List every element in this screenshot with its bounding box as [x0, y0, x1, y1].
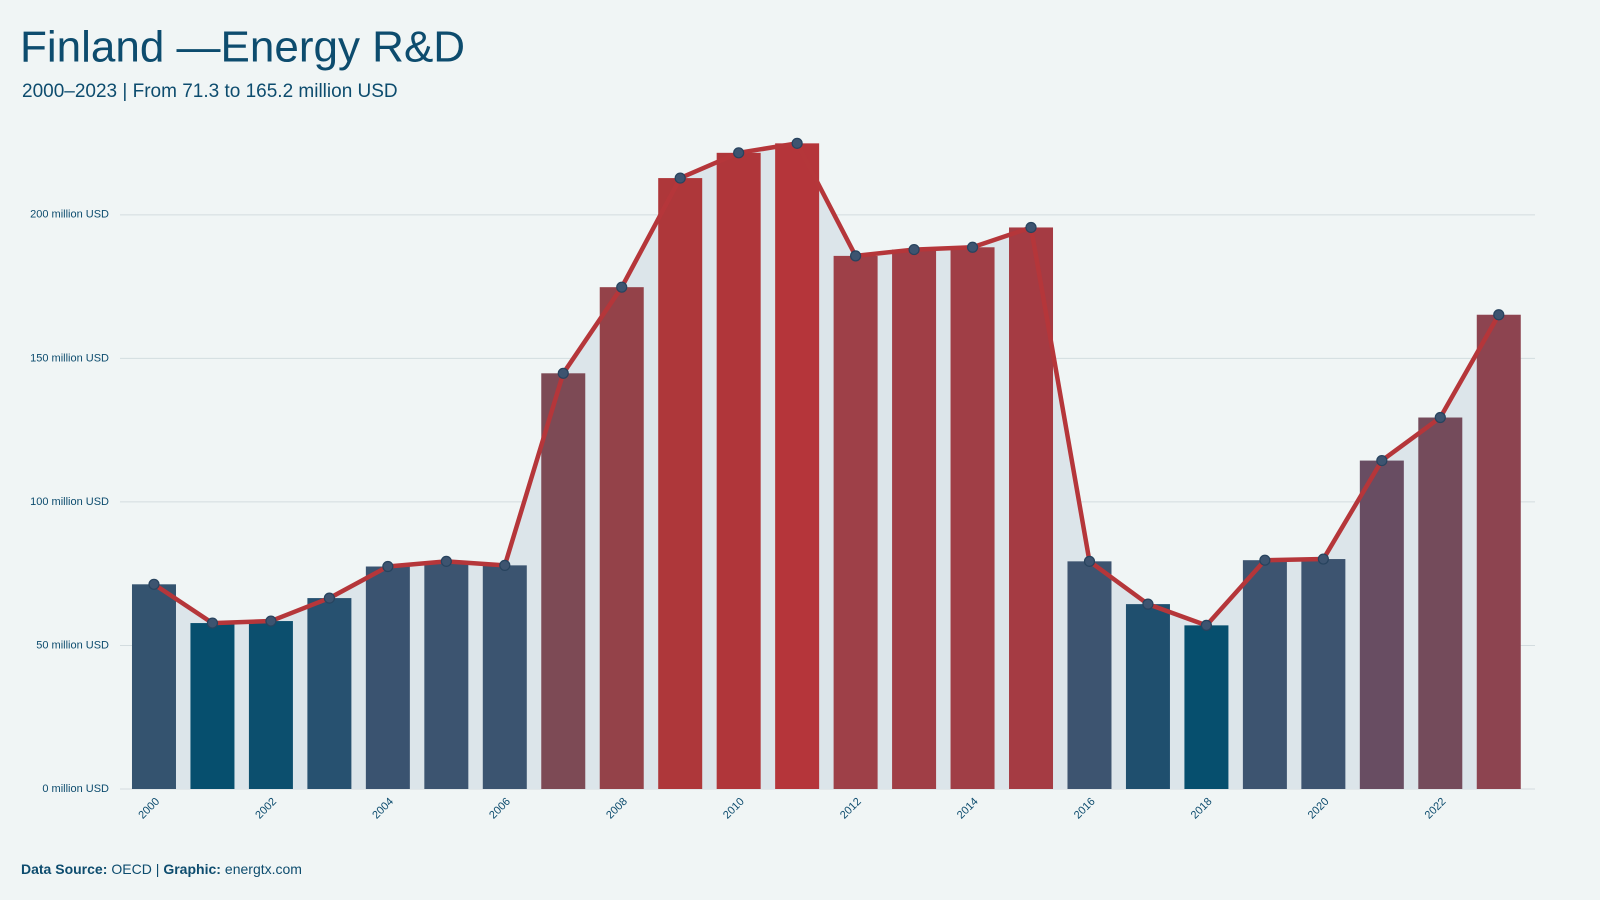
bar: [190, 623, 235, 789]
bar: [424, 561, 469, 789]
point: [440, 555, 452, 567]
point: [791, 137, 803, 149]
bar: [1184, 625, 1229, 789]
bar: [365, 566, 410, 789]
point: [1142, 598, 1154, 610]
point: [1376, 454, 1388, 467]
point: [323, 592, 335, 604]
point: [733, 147, 745, 159]
point: [1083, 555, 1096, 567]
y-tick-label: 200 million USD: [30, 209, 109, 221]
footer-part: Data Source:: [21, 861, 107, 877]
point: [616, 281, 628, 293]
bar: [950, 247, 995, 789]
line: [152, 141, 1501, 628]
point: [908, 243, 920, 256]
bar: [307, 598, 352, 789]
chart-subtitle: 2000–2023 | From 71.3 to 165.2 million U…: [22, 81, 398, 102]
y-tick-label: 100 million USD: [30, 496, 109, 508]
bar: [1067, 561, 1112, 789]
bar: [541, 373, 586, 789]
point: [265, 615, 277, 627]
point: [850, 250, 862, 262]
point: [499, 559, 511, 571]
bar: [248, 621, 293, 789]
bar: [658, 178, 703, 789]
bar: [1242, 560, 1287, 789]
footer-part: Graphic:: [163, 861, 221, 877]
y-tick-label: 0 million USD: [42, 783, 109, 795]
bar: [716, 152, 761, 789]
bar: [1359, 460, 1404, 789]
point: [1200, 619, 1213, 631]
bar: [482, 565, 527, 789]
bar: [775, 143, 820, 789]
footer-part: energtx.com: [225, 861, 302, 877]
point: [1317, 553, 1329, 565]
point: [674, 172, 686, 184]
chart-title: Finland —Energy R&D: [20, 23, 465, 72]
bar: [131, 584, 176, 789]
point: [1259, 554, 1271, 566]
point: [382, 560, 394, 573]
point: [148, 578, 160, 590]
footer-part: OECD |: [111, 861, 159, 877]
bar: [1301, 559, 1346, 789]
point: [557, 367, 569, 379]
point: [1025, 221, 1037, 234]
bar: [1125, 604, 1170, 789]
point: [206, 617, 219, 629]
point: [1434, 411, 1446, 424]
bar: [599, 287, 644, 789]
point: [966, 241, 979, 253]
bar: [1418, 417, 1463, 789]
bar: [1476, 314, 1521, 789]
y-tick-label: 50 million USD: [36, 639, 109, 651]
footer: Data Source: OECD | Graphic: energtx.com: [21, 861, 302, 877]
point: [1493, 309, 1505, 321]
bar: [892, 249, 937, 789]
y-tick-label: 150 million USD: [30, 352, 109, 364]
bar: [833, 255, 878, 790]
